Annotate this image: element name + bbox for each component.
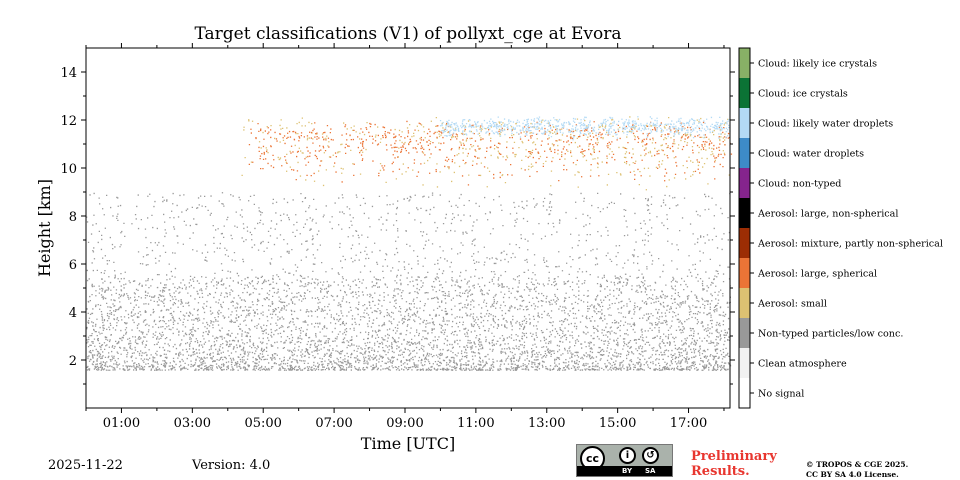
colorbar-frame (738, 47, 751, 409)
x-tick-label: 15:00 (599, 416, 636, 431)
share-alike-icon: ↺ (642, 447, 659, 464)
x-tick-label: 05:00 (244, 416, 281, 431)
colorbar-label: Aerosol: large, non-spherical (757, 209, 898, 220)
colorbar-segment (739, 228, 750, 258)
colorbar-label: Aerosol: large, spherical (757, 269, 877, 280)
colorbar-label: Cloud: water droplets (758, 149, 864, 160)
colorbar-layer: No signal Clean atmosphere Non-typed parti… (738, 47, 943, 409)
data-region-non-typed-particles-low-conc- (86, 192, 731, 278)
colorbar-segment (739, 108, 750, 138)
y-tick-label: 4 (69, 306, 77, 321)
y-tick-label: 10 (60, 162, 77, 177)
data-points-layer (86, 116, 733, 371)
footer-version: Version: 4.0 (192, 458, 271, 473)
colorbar-label: Cloud: non-typed (758, 179, 841, 190)
license-notice: © TROPOS & CGE 2025. CC BY SA 4.0 Licens… (806, 460, 908, 480)
x-tick-label: 03:00 (174, 416, 211, 431)
colorbar-label: Aerosol: mixture, partly non-spherical (757, 239, 943, 250)
colorbar-segment (739, 168, 750, 198)
preliminary-line1: Preliminary (691, 449, 777, 464)
x-tick-label: 09:00 (386, 416, 423, 431)
license-line1: © TROPOS & CGE 2025. (806, 460, 909, 469)
data-region-cloud-likely-water-droplets (439, 116, 731, 141)
cc-by-label: BY (622, 467, 633, 475)
cc-strip: BY SA (577, 466, 672, 476)
data-region-non-typed-particles-low-conc- (86, 276, 732, 371)
y-tick-label: 14 (60, 66, 77, 81)
colorbar-segment (739, 138, 750, 168)
footer-date: 2025-11-22 (48, 458, 123, 473)
y-tick-label: 2 (69, 354, 77, 369)
colorbar-segment (739, 48, 750, 78)
colorbar-label: No signal (758, 389, 804, 400)
colorbar-segment (739, 348, 750, 378)
colorbar-label: Clean atmosphere (758, 359, 847, 370)
x-tick-label: 13:00 (528, 416, 565, 431)
colorbar-segment (739, 318, 750, 348)
colorbar-segment (739, 378, 750, 408)
chart-title: Target classifications (V1) of pollyxt_c… (194, 24, 622, 44)
x-tick-label: 11:00 (457, 416, 494, 431)
colorbar-label: Aerosol: small (757, 299, 827, 310)
x-tick-label: 07:00 (315, 416, 352, 431)
preliminary-line2: Results. (691, 464, 750, 479)
plot-frame (85, 47, 731, 409)
y-axis-label: Height [km] (35, 179, 54, 277)
x-tick-label: 01:00 (103, 416, 140, 431)
y-tick-label: 12 (60, 114, 77, 129)
colorbar-label: Cloud: likely ice crystals (758, 59, 877, 70)
x-tick-label: 17:00 (670, 416, 707, 431)
colorbar-label: Non-typed particles/low conc. (758, 329, 903, 340)
cc-license-badge: cc i ↺ BY SA (576, 444, 673, 477)
y-tick-label: 6 (69, 258, 77, 273)
preliminary-notice: Preliminary Results. (691, 449, 777, 479)
y-tick-label: 8 (69, 210, 77, 225)
colorbar-label: Cloud: likely water droplets (758, 119, 893, 130)
colorbar-segment (739, 288, 750, 318)
colorbar-segment (739, 258, 750, 288)
data-region-aerosol-large-spherical (248, 120, 733, 186)
colorbar-label: Cloud: ice crystals (758, 89, 848, 100)
attribution-icon: i (619, 447, 636, 464)
axes-layer: 01:00 03:00 05:00 07:00 09:00 11:00 13:00 15:00… (35, 43, 735, 453)
cc-sa-label: SA (645, 467, 656, 475)
license-line2: CC BY SA 4.0 License. (806, 470, 899, 479)
colorbar-segment (739, 198, 750, 228)
x-axis-label: Time [UTC] (361, 434, 455, 453)
colorbar-segment (739, 78, 750, 108)
